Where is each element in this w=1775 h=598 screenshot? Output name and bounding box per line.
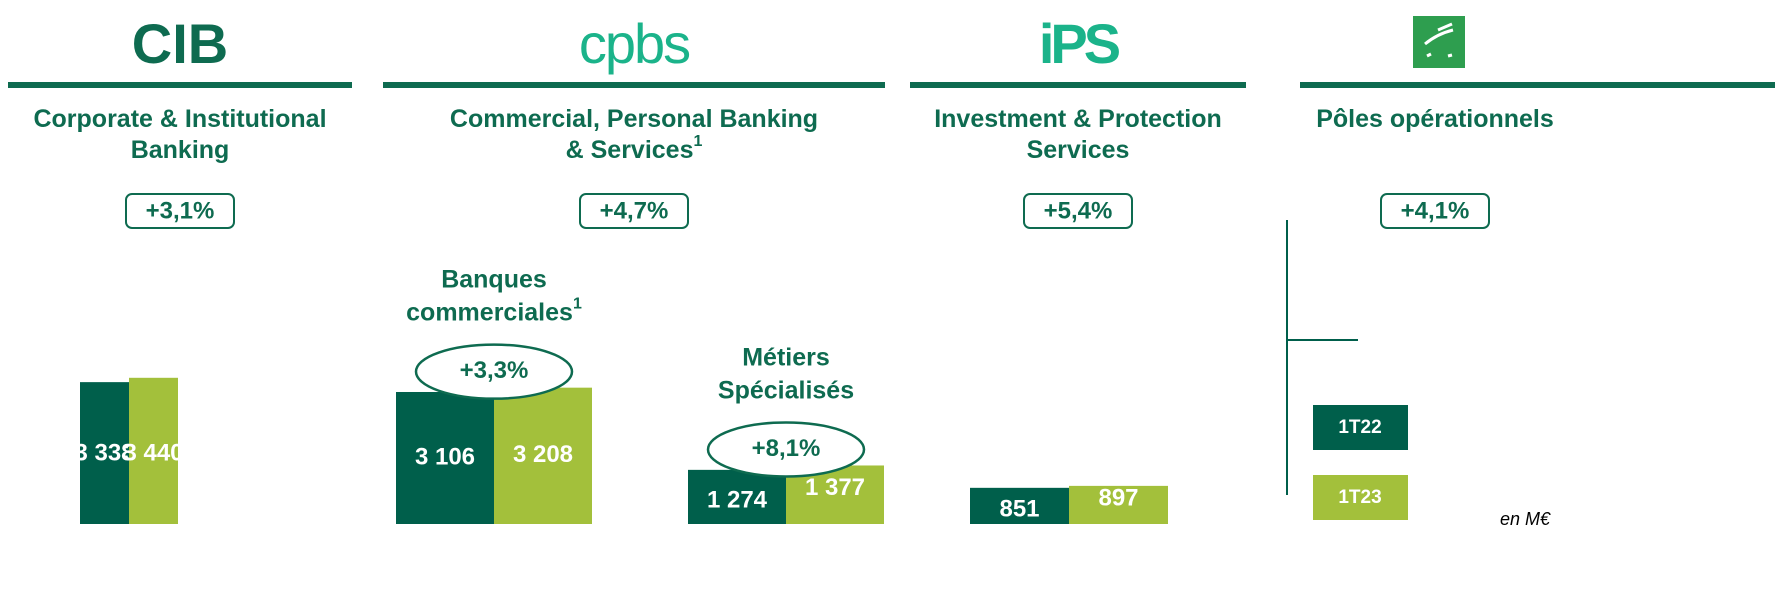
header-rule — [910, 82, 1246, 88]
bar — [129, 377, 178, 524]
segment-title: Investment & Protection — [934, 105, 1222, 133]
segment-title: & Services1 — [566, 133, 703, 163]
growth-box — [1023, 193, 1133, 229]
segment-title: Services — [1027, 136, 1130, 164]
legend-label: 1T23 — [1338, 487, 1381, 508]
bnp-logo — [1413, 16, 1465, 68]
segment-title: Corporate & Institutional — [33, 105, 326, 133]
name-line: commerciales — [406, 298, 573, 326]
footnote-mark: 1 — [573, 296, 582, 313]
bar — [1069, 485, 1168, 524]
name-line: Banques — [441, 265, 547, 293]
group-name: Spécialisés — [718, 376, 854, 404]
bar-value-label: 3 338 — [74, 439, 134, 466]
growth-label: +3,1% — [146, 197, 215, 224]
legend-label: 1T22 — [1338, 417, 1381, 438]
legend-swatch — [1313, 405, 1408, 450]
title-line: Banking — [131, 136, 230, 164]
bar — [80, 382, 129, 524]
bar — [688, 469, 786, 524]
bar-value-label: 897 — [1098, 484, 1138, 511]
name-line: Spécialisés — [718, 376, 854, 404]
segment-title: Commercial, Personal Banking — [450, 105, 818, 133]
bar-value-label: 3 440 — [123, 439, 183, 466]
segment-logo: iPS — [1039, 12, 1120, 75]
growth-oval — [414, 343, 574, 400]
growth-oval — [706, 421, 866, 478]
bar-value-label: 1 274 — [707, 486, 768, 513]
growth-box — [579, 193, 689, 229]
segment-title: Banking — [131, 136, 230, 164]
group-growth-label: +8,1% — [752, 435, 821, 462]
footnote-mark: 1 — [693, 133, 702, 150]
bar — [396, 391, 494, 524]
name-line: Métiers — [742, 343, 830, 371]
group-name: Banques — [441, 265, 547, 293]
title-line: Services — [1027, 136, 1130, 164]
bar-value-label: 1 377 — [805, 474, 865, 501]
segment-title: Pôles opérationnels — [1316, 105, 1554, 133]
bar — [970, 487, 1069, 524]
growth-label: +4,7% — [600, 197, 669, 224]
bar-value-label: 3 106 — [415, 443, 475, 470]
bar-value-label: 851 — [999, 495, 1039, 522]
header-rule — [8, 82, 352, 88]
title-line: & Services — [566, 136, 694, 164]
group-name: commerciales1 — [406, 296, 582, 326]
segment-logo: cpbs — [579, 12, 689, 75]
bar — [494, 387, 592, 524]
title-line: Commercial, Personal Banking — [450, 105, 818, 133]
legend-swatch — [1313, 475, 1408, 520]
bar-value-label: 3 208 — [513, 441, 573, 468]
header-rule — [1300, 82, 1775, 88]
group-name: Métiers — [742, 343, 830, 371]
growth-box — [125, 193, 235, 229]
title-line: Corporate & Institutional — [33, 105, 326, 133]
growth-label: +4,1% — [1401, 197, 1470, 224]
segment-logo: CIB — [132, 12, 228, 75]
unit-note: en M€ — [1500, 509, 1551, 529]
title-line: Pôles opérationnels — [1316, 105, 1554, 133]
title-line: Investment & Protection — [934, 105, 1222, 133]
header-rule — [383, 82, 885, 88]
group-growth-label: +3,3% — [460, 357, 529, 384]
growth-box — [1380, 193, 1490, 229]
growth-label: +5,4% — [1044, 197, 1113, 224]
